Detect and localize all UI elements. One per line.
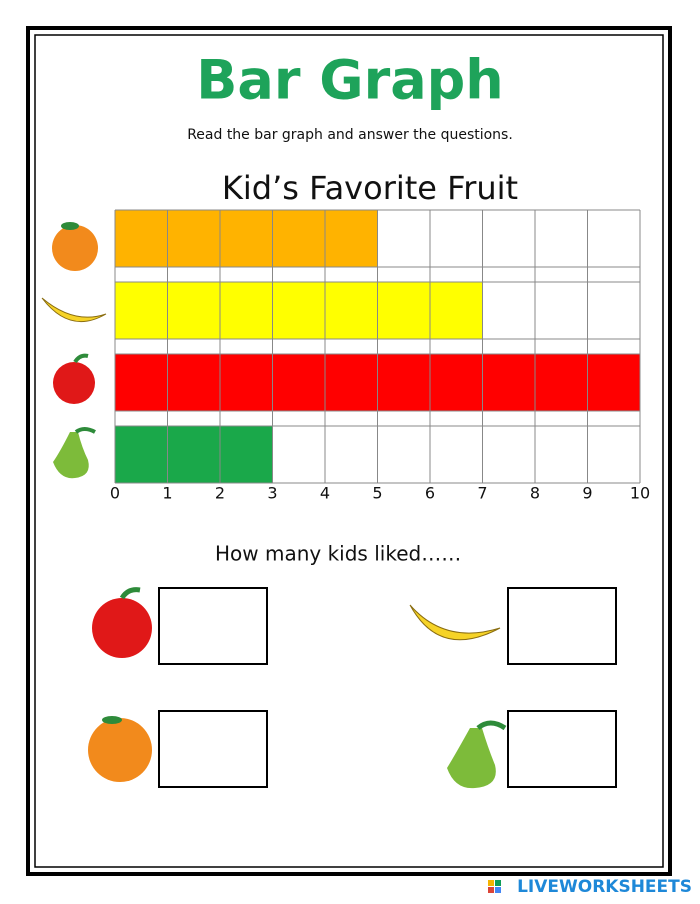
x-tick-label: 9 [582, 484, 592, 503]
x-tick-label: 0 [110, 484, 120, 503]
x-tick-label: 1 [162, 484, 172, 503]
x-tick-label: 6 [425, 484, 435, 503]
bar [115, 282, 483, 339]
bar [115, 210, 378, 267]
x-tick-label: 2 [215, 484, 225, 503]
question: How many kids liked…… [215, 542, 461, 566]
bar [115, 426, 273, 483]
x-tick-label: 7 [477, 484, 487, 503]
brand: LIVEWORKSHEETS [517, 877, 692, 897]
border-inner [34, 34, 664, 868]
banana-icon [41, 297, 107, 323]
answer-box[interactable] [507, 710, 617, 788]
instruction: Read the bar graph and answer the questi… [187, 127, 513, 143]
orange-icon [52, 222, 98, 271]
banana-icon [409, 604, 501, 641]
answer-box[interactable] [158, 587, 268, 665]
pear-icon [447, 720, 507, 789]
pear-icon [53, 427, 96, 479]
logo [488, 880, 501, 893]
orange-icon [88, 716, 152, 782]
x-tick-label: 10 [630, 484, 650, 503]
x-tick-label: 8 [530, 484, 540, 503]
apple-icon [53, 353, 95, 404]
x-tick-label: 3 [267, 484, 277, 503]
x-tick-label: 5 [372, 484, 382, 503]
chart-title: Kid’s Favorite Fruit [222, 169, 518, 207]
answer-box[interactable] [158, 710, 268, 788]
apple-icon [92, 587, 152, 658]
x-tick-label: 4 [320, 484, 330, 503]
page-title: Bar Graph [196, 49, 504, 112]
border [26, 26, 672, 876]
answer-box[interactable] [507, 587, 617, 665]
